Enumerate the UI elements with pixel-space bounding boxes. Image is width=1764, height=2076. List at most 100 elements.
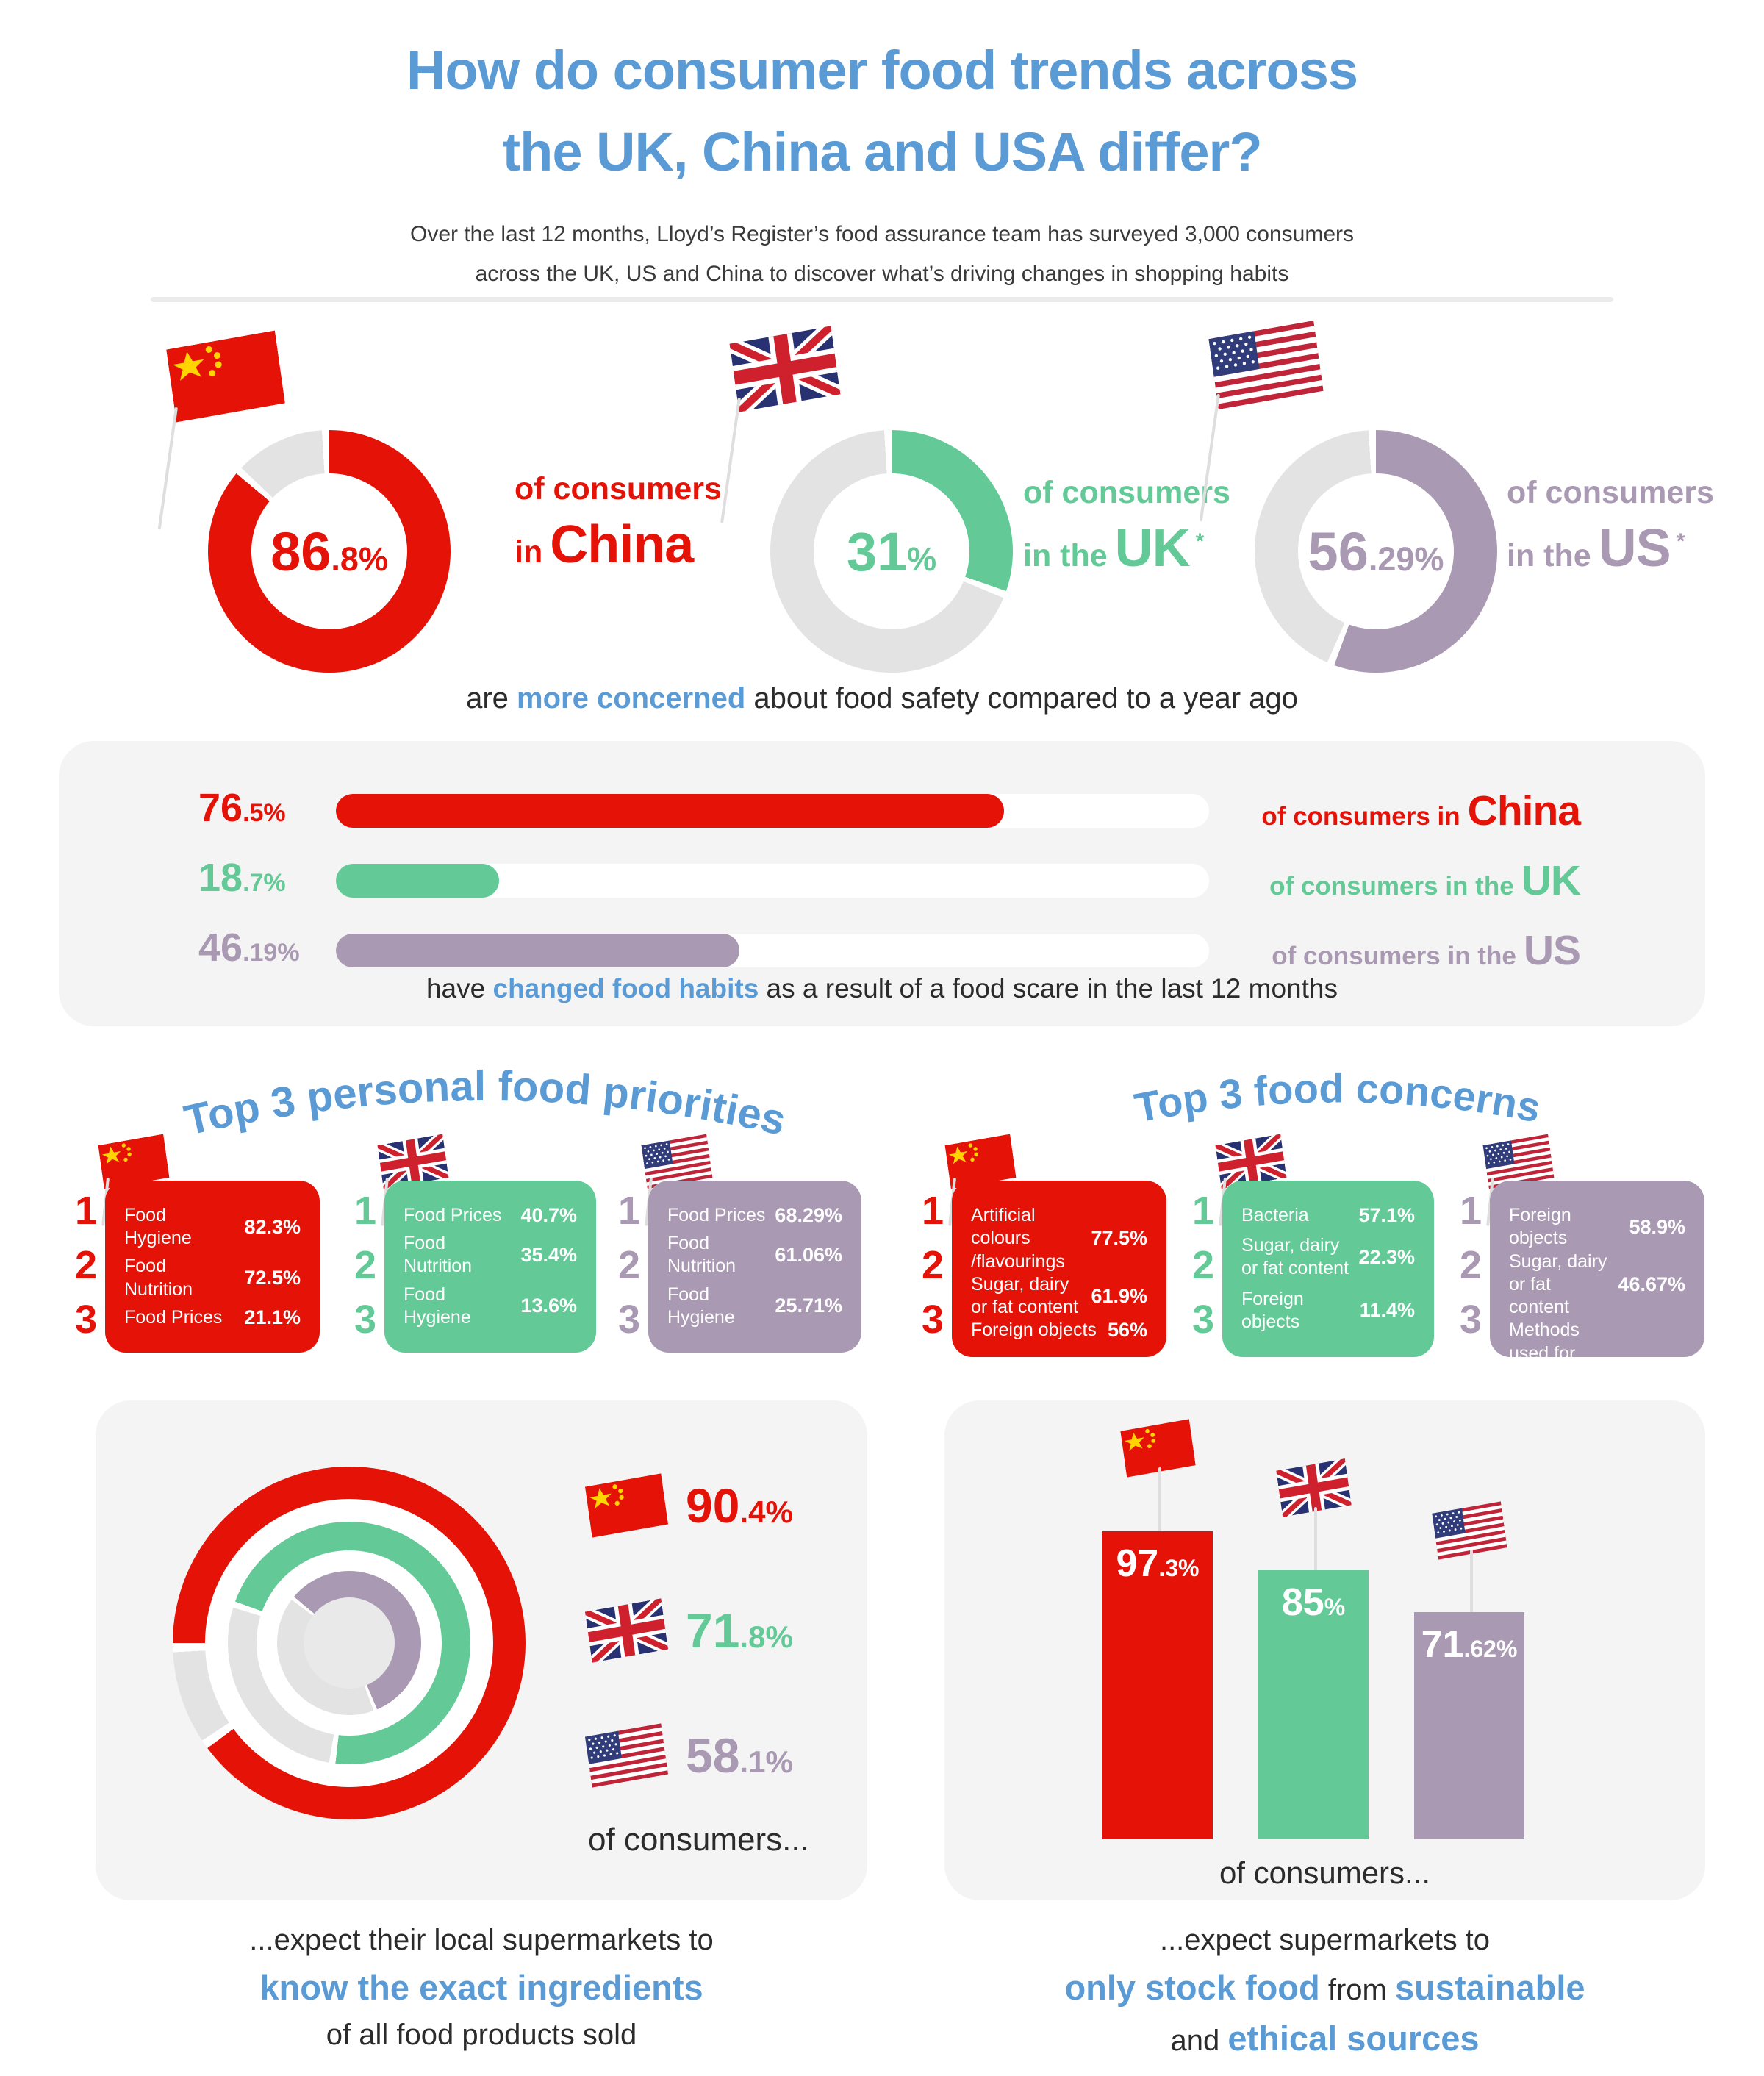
svg-text:Top 3 personal food priorities: Top 3 personal food priorities	[180, 1062, 790, 1145]
china-concerns-card: Artificial colours /flavourings 77.5% Sug…	[952, 1181, 1166, 1357]
sustainable-footer: of consumers...	[1219, 1855, 1431, 1890]
flagpole	[1470, 1550, 1473, 1613]
uk-habit-value: 18.7%	[198, 856, 286, 900]
sustainable-caption: ...expect supermarkets to only stock foo…	[1064, 1924, 1585, 2058]
header-divider	[151, 297, 1613, 302]
us-habit-value: 46.19%	[198, 926, 300, 970]
china-habit-value: 76.5%	[198, 786, 286, 830]
donut-hole: 56.29%	[1298, 473, 1454, 629]
donut-hole: 31%	[814, 473, 969, 629]
us-priorities-card: Food Prices 68.29% Food Nutrition 61.06% F…	[648, 1181, 861, 1353]
china-flag-icon	[585, 1473, 668, 1538]
sustainable-bar-chart: 97.3% 85% 71.62%	[1102, 1400, 1524, 1839]
table-row: Foreign objects 58.9%	[1509, 1205, 1685, 1249]
uk-flag-icon	[380, 1139, 446, 1226]
table-row: Food Hygiene 25.71%	[667, 1284, 842, 1328]
uk-priorities-card: Food Prices 40.7% Food Nutrition 35.4% Foo…	[384, 1181, 596, 1353]
usa-flag-icon	[1435, 1507, 1505, 1613]
legend-row-uk: 71.8%	[588, 1603, 793, 1658]
us-donut-label: of consumers in the US *	[1507, 475, 1714, 578]
china-priorities-ranks: 1 2 3	[74, 1189, 98, 1342]
ring-center-disc	[304, 1597, 395, 1689]
uk-flag-icon	[1279, 1464, 1349, 1572]
uk-flag-icon	[720, 334, 836, 523]
donut-hole: 86.8%	[251, 473, 407, 629]
legend-row-china: 90.4%	[588, 1478, 793, 1533]
donut-value: 86	[270, 520, 331, 582]
usa-flag-icon	[1485, 1139, 1552, 1226]
uk-habit-track	[336, 864, 1209, 898]
china-habit-bar	[336, 794, 1004, 828]
us-habit-track	[336, 934, 1209, 967]
page-title: How do consumer food trends across the U…	[0, 29, 1764, 193]
table-row: Food Nutrition 61.06%	[667, 1233, 842, 1277]
uk-habit-bar	[336, 864, 500, 898]
table-row: Food Prices 68.29%	[667, 1204, 842, 1227]
china-flag-icon	[1123, 1425, 1193, 1535]
ingredients-caption: ...expect their local supermarkets to kn…	[249, 1924, 714, 2052]
table-row: Foreign objects 56%	[971, 1319, 1147, 1342]
table-row: Methods used for slaughtering animals 34.…	[1509, 1320, 1685, 1409]
legend-row-us: 58.1%	[588, 1728, 793, 1783]
us-concern-donut: 56.29%	[1255, 430, 1497, 673]
table-row: Bacteria 57.1%	[1241, 1204, 1415, 1227]
china-concerns-ranks: 1 2 3	[921, 1189, 944, 1342]
uk-donut-label: of consumers in the UK *	[1023, 475, 1230, 578]
us-priorities-ranks: 1 2 3	[617, 1189, 641, 1342]
china-priorities-card: Food Hygiene 82.3% Food Nutrition 72.5% Fo…	[105, 1181, 320, 1353]
flagpole	[1314, 1507, 1317, 1572]
page-subtitle-line2: across the UK, US and China to discover …	[475, 262, 1289, 286]
table-row: Artificial colours /flavourings 77.5%	[971, 1205, 1147, 1272]
uk-priorities-ranks: 1 2 3	[354, 1189, 377, 1342]
china-flag-icon	[157, 340, 281, 530]
page-subtitle: Over the last 12 months, Lloyd’s Registe…	[0, 215, 1764, 294]
page-title-line1: How do consumer food trends across	[406, 40, 1358, 101]
uk-concerns-ranks: 1 2 3	[1191, 1189, 1215, 1342]
uk-flag-icon	[585, 1598, 668, 1663]
china-bar: 97.3%	[1102, 1531, 1213, 1839]
uk-concerns-card: Bacteria 57.1% Sugar, dairy or fat conten…	[1222, 1181, 1434, 1357]
us-concerns-card: Foreign objects 58.9% Sugar, dairy or fat…	[1490, 1181, 1704, 1409]
uk-habit-label: of consumers in the UK	[1269, 857, 1581, 904]
page-title-line2: the UK, China and USA differ?	[502, 121, 1262, 182]
donut-value: 31	[846, 520, 908, 582]
us-concerns-ranks: 1 2 3	[1459, 1189, 1482, 1342]
flagpole	[720, 397, 741, 523]
china-flag-icon	[101, 1139, 167, 1226]
flagpole	[157, 407, 178, 530]
donut-value: 56	[1308, 520, 1369, 582]
table-row: Food Prices 40.7%	[404, 1204, 577, 1227]
concern-caption: are more concerned about food safety com…	[466, 682, 1298, 715]
usa-flag-icon	[1199, 329, 1319, 522]
flagpole	[1158, 1467, 1161, 1535]
uk-concern-donut: 31%	[770, 430, 1013, 673]
table-row: Food Hygiene 13.6%	[404, 1284, 577, 1328]
uk-bar: 85%	[1258, 1570, 1369, 1839]
ingredients-footer: of consumers...	[588, 1822, 809, 1858]
table-row: Sugar, dairy or fat content 46.67%	[1509, 1250, 1685, 1318]
table-row: Foreign objects 11.4%	[1241, 1288, 1415, 1332]
table-row: Food Nutrition 35.4%	[404, 1233, 577, 1277]
page-subtitle-line1: Over the last 12 months, Lloyd’s Registe…	[409, 222, 1354, 246]
table-row: Sugar, dairy or fat content 61.9%	[971, 1273, 1147, 1317]
china-concern-donut: 86.8%	[208, 430, 451, 673]
table-row: Food Prices 21.1%	[124, 1306, 301, 1328]
habits-caption: have changed food habits as a result of …	[426, 973, 1338, 1003]
china-flag-icon	[947, 1139, 1014, 1226]
us-habit-label: of consumers in the US	[1272, 927, 1581, 974]
table-row: Food Hygiene 82.3%	[124, 1205, 301, 1249]
china-habit-track	[336, 794, 1209, 828]
usa-flag-icon	[585, 1723, 668, 1788]
concerns-heading: Top 3 food concerns	[1131, 1064, 1544, 1131]
china-donut-label: of consumers in China	[514, 471, 722, 574]
uk-flag-icon	[1218, 1139, 1284, 1226]
changed-habits-panel: 76.5% of consumers in China 18.7% of cons…	[59, 741, 1705, 1026]
svg-text:Top 3 food concerns: Top 3 food concerns	[1131, 1064, 1544, 1131]
concentric-rings-chart	[173, 1467, 526, 1819]
table-row: Food Nutrition 72.5%	[124, 1256, 301, 1300]
priorities-heading: Top 3 personal food priorities	[180, 1062, 790, 1145]
usa-flag-icon	[644, 1139, 710, 1226]
us-bar: 71.62%	[1414, 1612, 1524, 1839]
china-habit-label: of consumers in China	[1261, 787, 1581, 834]
